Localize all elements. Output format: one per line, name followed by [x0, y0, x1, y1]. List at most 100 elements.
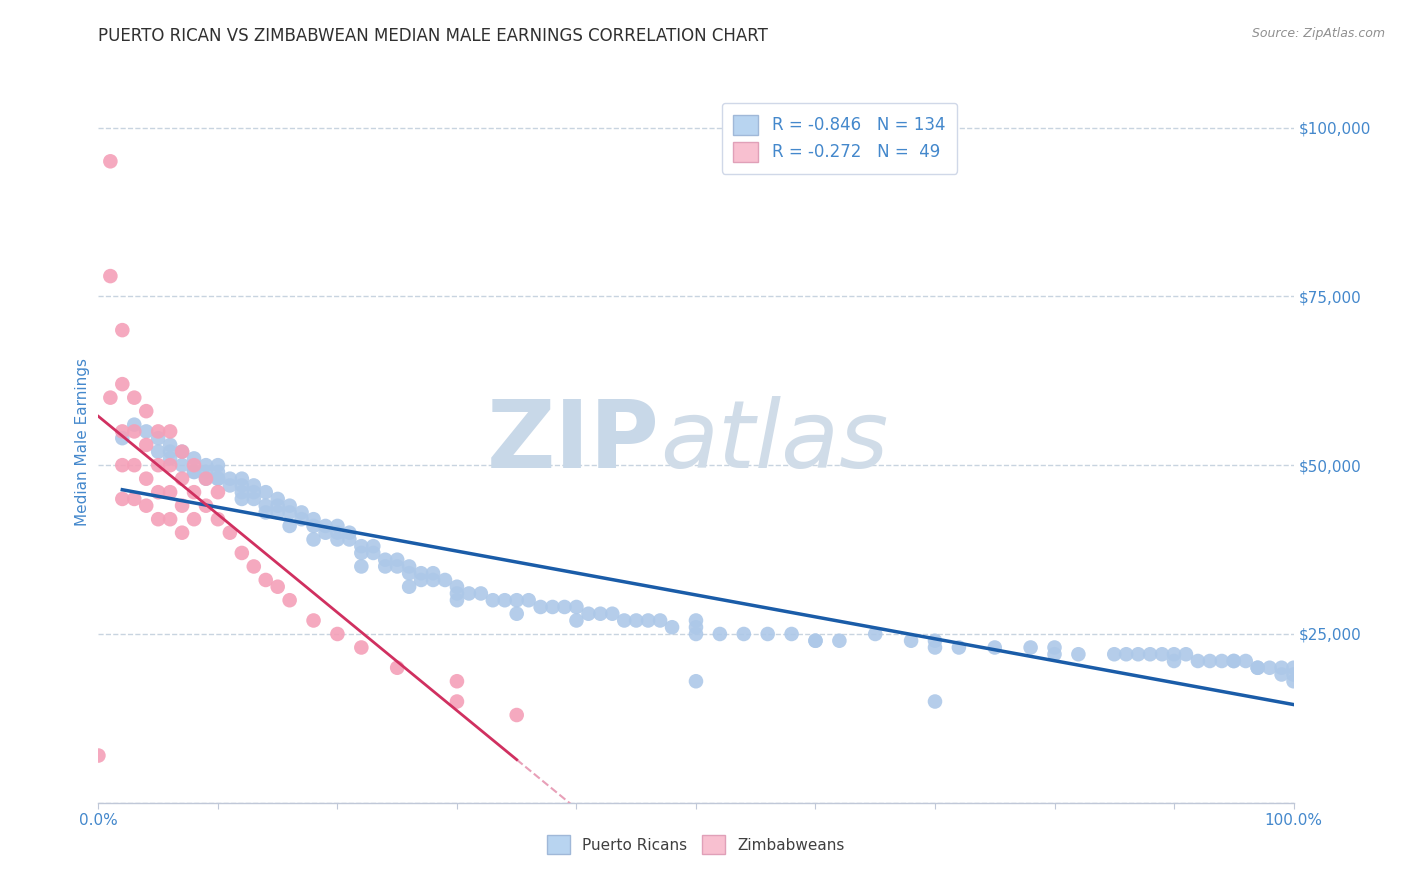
- Point: [804, 633, 827, 648]
- Point: [1104, 647, 1126, 661]
- Point: [267, 580, 290, 594]
- Point: [148, 431, 170, 445]
- Point: [350, 640, 373, 655]
- Point: [87, 748, 110, 763]
- Point: [159, 485, 181, 500]
- Point: [1187, 654, 1209, 668]
- Point: [302, 614, 325, 628]
- Point: [1247, 661, 1270, 675]
- Point: [804, 633, 827, 648]
- Point: [554, 599, 576, 614]
- Point: [111, 323, 134, 337]
- Point: [1139, 647, 1161, 661]
- Point: [111, 431, 134, 445]
- Point: [124, 491, 146, 506]
- Point: [302, 519, 325, 533]
- Point: [148, 485, 170, 500]
- Point: [1282, 667, 1305, 681]
- Point: [148, 458, 170, 472]
- Point: [709, 627, 731, 641]
- Point: [195, 472, 218, 486]
- Point: [1115, 647, 1137, 661]
- Point: [254, 499, 277, 513]
- Point: [219, 472, 242, 486]
- Point: [1211, 654, 1233, 668]
- Point: [984, 640, 1007, 655]
- Point: [506, 708, 529, 723]
- Point: [111, 377, 134, 392]
- Text: Source: ZipAtlas.com: Source: ZipAtlas.com: [1251, 27, 1385, 40]
- Point: [111, 425, 134, 439]
- Point: [1019, 640, 1042, 655]
- Point: [565, 614, 588, 628]
- Point: [159, 458, 181, 472]
- Point: [231, 478, 253, 492]
- Point: [685, 627, 707, 641]
- Point: [900, 633, 922, 648]
- Point: [637, 614, 659, 628]
- Point: [411, 566, 433, 581]
- Point: [302, 533, 325, 547]
- Point: [243, 485, 266, 500]
- Point: [1199, 654, 1222, 668]
- Point: [195, 472, 218, 486]
- Point: [231, 491, 253, 506]
- Point: [363, 546, 385, 560]
- Point: [207, 458, 229, 472]
- Point: [446, 694, 468, 708]
- Point: [291, 505, 314, 519]
- Point: [517, 593, 540, 607]
- Point: [363, 539, 385, 553]
- Point: [135, 472, 157, 486]
- Point: [398, 580, 420, 594]
- Point: [948, 640, 970, 655]
- Point: [1271, 667, 1294, 681]
- Point: [98, 391, 122, 405]
- Point: [172, 525, 194, 540]
- Point: [148, 444, 170, 458]
- Text: atlas: atlas: [661, 396, 889, 487]
- Point: [172, 444, 194, 458]
- Point: [924, 633, 946, 648]
- Point: [195, 465, 218, 479]
- Point: [254, 505, 277, 519]
- Point: [398, 559, 420, 574]
- Legend: Puerto Ricans, Zimbabweans: Puerto Ricans, Zimbabweans: [541, 830, 851, 860]
- Point: [661, 620, 683, 634]
- Point: [148, 425, 170, 439]
- Point: [446, 586, 468, 600]
- Point: [1223, 654, 1246, 668]
- Point: [446, 593, 468, 607]
- Point: [506, 593, 529, 607]
- Point: [207, 465, 229, 479]
- Point: [124, 417, 146, 432]
- Point: [339, 533, 361, 547]
- Point: [315, 525, 337, 540]
- Point: [385, 559, 409, 574]
- Point: [422, 573, 444, 587]
- Point: [924, 640, 946, 655]
- Point: [613, 614, 636, 628]
- Point: [183, 465, 205, 479]
- Point: [1282, 674, 1305, 689]
- Point: [326, 533, 349, 547]
- Point: [291, 512, 314, 526]
- Point: [1247, 661, 1270, 675]
- Point: [135, 425, 157, 439]
- Point: [350, 546, 373, 560]
- Point: [231, 485, 253, 500]
- Point: [1258, 661, 1281, 675]
- Point: [374, 552, 396, 566]
- Point: [541, 599, 564, 614]
- Point: [278, 593, 301, 607]
- Point: [254, 485, 277, 500]
- Point: [183, 512, 205, 526]
- Point: [446, 580, 468, 594]
- Point: [1067, 647, 1090, 661]
- Point: [302, 512, 325, 526]
- Point: [1152, 647, 1174, 661]
- Point: [1163, 654, 1185, 668]
- Point: [148, 512, 170, 526]
- Point: [1043, 647, 1066, 661]
- Point: [1163, 647, 1185, 661]
